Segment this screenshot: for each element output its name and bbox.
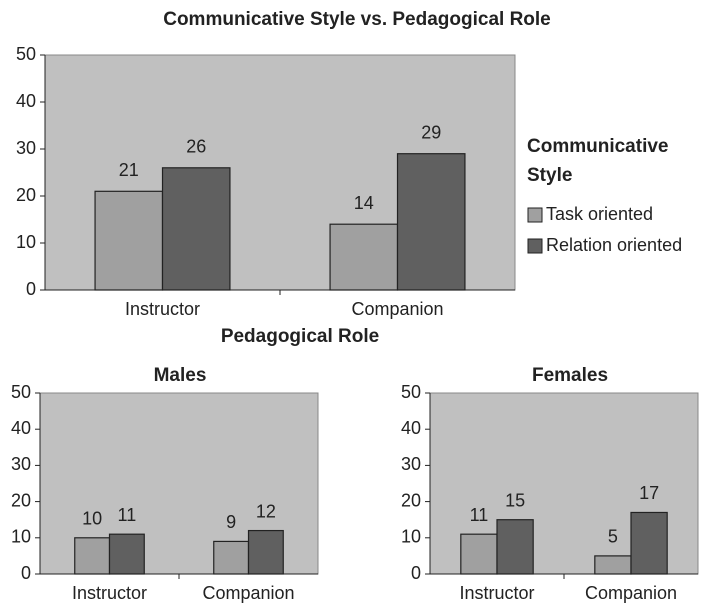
y-tick-label: 20	[401, 490, 421, 510]
y-tick-label: 0	[21, 563, 31, 583]
bar	[329, 223, 399, 291]
x-tick-label: Instructor	[459, 583, 534, 603]
y-tick-label: 30	[16, 138, 36, 158]
y-tick-label: 10	[401, 527, 421, 547]
data-label: 29	[421, 122, 441, 142]
y-tick-label: 10	[11, 527, 31, 547]
legend-title: Communicative Style	[527, 136, 669, 186]
data-label: 17	[639, 483, 659, 503]
bar	[630, 511, 668, 575]
x-tick-label: Companion	[585, 583, 677, 603]
y-tick-label: 40	[16, 91, 36, 111]
bar	[594, 555, 632, 575]
x-tick-label: Instructor	[125, 299, 200, 319]
y-tick-label: 50	[16, 44, 36, 64]
data-label: 9	[226, 512, 236, 532]
bar	[108, 533, 145, 575]
data-label: 26	[186, 137, 206, 157]
y-tick-label: 40	[401, 418, 421, 438]
data-label: 10	[82, 509, 102, 529]
y-tick-label: 0	[411, 563, 421, 583]
chart-title: Communicative Style vs. Pedagogical Role	[163, 9, 551, 30]
data-label: 21	[119, 160, 139, 180]
legend-swatch	[527, 207, 543, 223]
data-label: 11	[118, 505, 137, 525]
y-tick-label: 30	[401, 454, 421, 474]
y-tick-label: 50	[401, 382, 421, 402]
x-tick-label: Companion	[202, 583, 294, 603]
bar	[396, 153, 466, 291]
legend-swatch	[527, 238, 543, 254]
data-label: 5	[608, 527, 618, 547]
y-tick-label: 40	[11, 418, 31, 438]
bar	[213, 540, 250, 575]
y-tick-label: 0	[26, 279, 36, 299]
y-tick-label: 20	[16, 185, 36, 205]
data-label: 14	[354, 193, 374, 213]
bar	[247, 529, 284, 575]
x-tick-label: Instructor	[72, 583, 147, 603]
legend-label: Relation oriented	[546, 235, 682, 255]
y-tick-label: 30	[11, 454, 31, 474]
chart-title: Males	[154, 365, 207, 386]
bar	[161, 167, 231, 291]
bar	[74, 537, 111, 575]
x-axis-label: Pedagogical Role	[221, 326, 379, 347]
y-tick-label: 10	[16, 232, 36, 252]
data-label: 11	[470, 505, 489, 525]
legend-label: Task oriented	[546, 204, 653, 224]
bar	[94, 190, 164, 291]
y-tick-label: 20	[11, 490, 31, 510]
chart-title: Females	[532, 365, 608, 386]
y-tick-label: 50	[11, 382, 31, 402]
data-label: 12	[256, 501, 276, 521]
data-label: 15	[505, 490, 525, 510]
bar	[496, 519, 534, 575]
bar	[460, 533, 498, 575]
x-tick-label: Companion	[351, 299, 443, 319]
